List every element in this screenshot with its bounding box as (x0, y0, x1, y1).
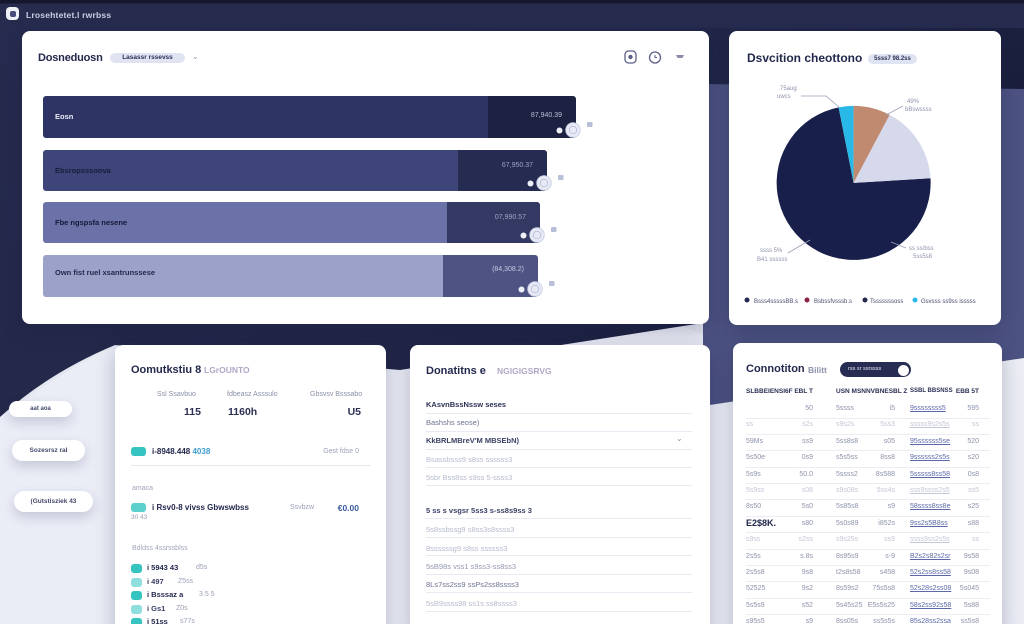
svg-text:75aug: 75aug (780, 86, 797, 92)
svg-text:Bsss4sssssBB.s: Bsss4sssssBB.s (754, 299, 798, 305)
svg-text:Tsssssssoss: Tsssssssoss (870, 299, 903, 305)
svg-text:uwcs: uwcs (777, 94, 791, 100)
svg-text:49%: 49% (907, 99, 920, 105)
svg-text:Bsbssfvsssb.s: Bsbssfvsssb.s (814, 299, 852, 305)
svg-text:5ss5s8: 5ss5s8 (913, 254, 933, 260)
svg-text:bBswssss: bBswssss (905, 107, 932, 113)
svg-text:ss ss/bss: ss ss/bss (909, 246, 934, 252)
svg-text:ssss 5%: ssss 5% (760, 248, 783, 254)
svg-text:B41 ssssss: B41 ssssss (757, 257, 787, 263)
svg-text:Gsvsss ss9ss isssss: Gsvsss ss9ss isssss (921, 299, 976, 305)
